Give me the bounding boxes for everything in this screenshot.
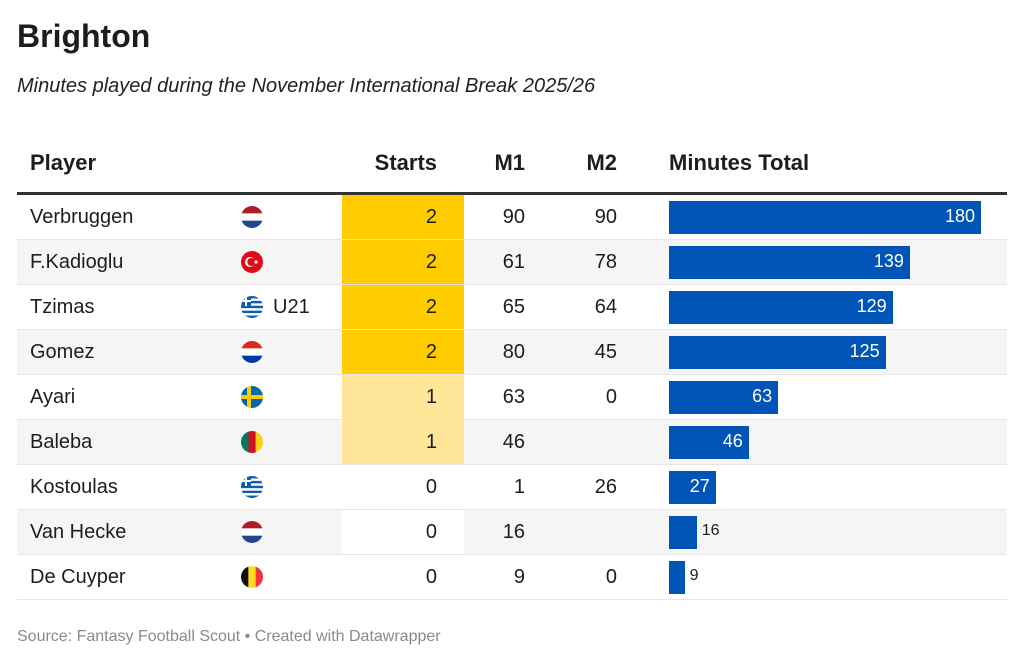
minutes-bar-label: 125 bbox=[849, 341, 880, 361]
m2-value: 26 bbox=[594, 476, 617, 498]
cameroon-flag-icon bbox=[241, 431, 263, 453]
m1-value: 16 bbox=[502, 521, 525, 543]
minutes-bar bbox=[669, 201, 981, 234]
table-row: Tzimas U21 2 65 64 129 bbox=[17, 285, 1007, 330]
starts-value: 0 bbox=[425, 566, 437, 588]
chart-title: Brighton bbox=[17, 18, 151, 54]
m1-value: 90 bbox=[502, 206, 525, 228]
team-note: U21 bbox=[273, 296, 310, 318]
minutes-bar-label: 46 bbox=[722, 431, 743, 451]
m2-value: 0 bbox=[605, 566, 617, 588]
table-row: Kostoulas 0 1 26 27 bbox=[17, 465, 1007, 510]
table-row: Gomez 2 80 45 125 bbox=[17, 330, 1007, 375]
starts-cell: 1 bbox=[342, 375, 464, 419]
player-name: Gomez bbox=[30, 341, 95, 363]
m2-value: 64 bbox=[594, 296, 617, 318]
starts-cell: 2 bbox=[342, 285, 464, 329]
m1-value: 1 bbox=[513, 476, 525, 498]
player-name: Baleba bbox=[30, 431, 93, 453]
starts-cell: 0 bbox=[342, 510, 464, 554]
player-name: F.Kadioglu bbox=[30, 251, 124, 273]
player-name: Tzimas bbox=[30, 296, 95, 318]
starts-cell: 2 bbox=[342, 330, 464, 374]
minutes-bar-label: 63 bbox=[752, 386, 773, 406]
minutes-bar-label: 27 bbox=[689, 476, 710, 496]
starts-value: 1 bbox=[425, 431, 437, 453]
m1-value: 63 bbox=[502, 386, 525, 408]
table-row: Verbruggen 2 90 90 180 bbox=[17, 195, 1007, 240]
starts-cell: 0 bbox=[342, 465, 464, 509]
sweden-flag-icon bbox=[241, 386, 263, 408]
m1-value: 80 bbox=[502, 341, 525, 363]
paraguay-flag-icon bbox=[241, 341, 263, 363]
m2-value: 78 bbox=[594, 251, 617, 273]
greece-flag-icon bbox=[241, 476, 263, 498]
table-row: De Cuyper 0 9 0 9 bbox=[17, 555, 1007, 600]
minutes-bar bbox=[669, 471, 716, 504]
starts-cell: 1 bbox=[342, 420, 464, 464]
m1-value: 65 bbox=[502, 296, 525, 318]
m2-value: 0 bbox=[605, 386, 617, 408]
m2-value: 45 bbox=[594, 341, 617, 363]
starts-value: 2 bbox=[425, 341, 437, 363]
player-name: Verbruggen bbox=[30, 206, 134, 228]
netherlands-flag-icon bbox=[241, 206, 263, 228]
minutes-bar bbox=[669, 336, 886, 369]
m1-value: 9 bbox=[513, 566, 525, 588]
minutes-bar bbox=[669, 516, 697, 549]
belgium-flag-icon bbox=[241, 566, 263, 588]
minutes-bar bbox=[669, 381, 779, 414]
player-name: De Cuyper bbox=[30, 566, 126, 588]
header-player[interactable]: Player bbox=[30, 150, 97, 175]
player-name: Kostoulas bbox=[30, 476, 118, 498]
chart-subtitle: Minutes played during the November Inter… bbox=[17, 75, 596, 97]
minutes-bar bbox=[669, 246, 910, 279]
starts-value: 0 bbox=[425, 476, 437, 498]
header-starts[interactable]: Starts bbox=[374, 150, 437, 175]
table-row: Van Hecke 0 16 16 bbox=[17, 510, 1007, 555]
starts-value: 2 bbox=[425, 296, 437, 318]
table-row: Ayari 1 63 0 63 bbox=[17, 375, 1007, 420]
table-header: Player Starts M1 M2 Minutes Total bbox=[17, 140, 1007, 195]
starts-value: 1 bbox=[425, 386, 437, 408]
turkey-flag-icon bbox=[241, 251, 263, 273]
player-name: Ayari bbox=[30, 386, 76, 408]
player-name: Van Hecke bbox=[30, 521, 127, 543]
minutes-bar-label: 139 bbox=[873, 251, 904, 271]
starts-cell: 0 bbox=[342, 555, 464, 599]
header-m1[interactable]: M1 bbox=[494, 150, 525, 175]
m2-value: 90 bbox=[594, 206, 617, 228]
minutes-bar-label: 9 bbox=[689, 567, 699, 584]
m1-value: 46 bbox=[502, 431, 525, 453]
table-row: Baleba 1 46 46 bbox=[17, 420, 1007, 465]
starts-cell: 2 bbox=[342, 195, 464, 239]
minutes-bar-label: 129 bbox=[856, 296, 887, 316]
starts-value: 0 bbox=[425, 521, 437, 543]
header-minutes-total[interactable]: Minutes Total bbox=[669, 150, 810, 175]
minutes-bar bbox=[669, 426, 749, 459]
starts-value: 2 bbox=[425, 251, 437, 273]
minutes-bar bbox=[669, 561, 685, 594]
minutes-bar-label: 16 bbox=[701, 522, 720, 539]
greece-flag-icon bbox=[241, 296, 263, 318]
header-m2[interactable]: M2 bbox=[586, 150, 617, 175]
minutes-bar bbox=[669, 291, 893, 324]
starts-cell: 2 bbox=[342, 240, 464, 284]
starts-value: 2 bbox=[425, 206, 437, 228]
table-row: F.Kadioglu 2 61 78 139 bbox=[17, 240, 1007, 285]
netherlands-flag-icon bbox=[241, 521, 263, 543]
minutes-table: Player Starts M1 M2 Minutes Total Verbru… bbox=[17, 140, 1007, 600]
minutes-bar-label: 180 bbox=[944, 206, 975, 226]
source-footer: Source: Fantasy Football Scout • Created… bbox=[17, 628, 441, 645]
m1-value: 61 bbox=[502, 251, 525, 273]
